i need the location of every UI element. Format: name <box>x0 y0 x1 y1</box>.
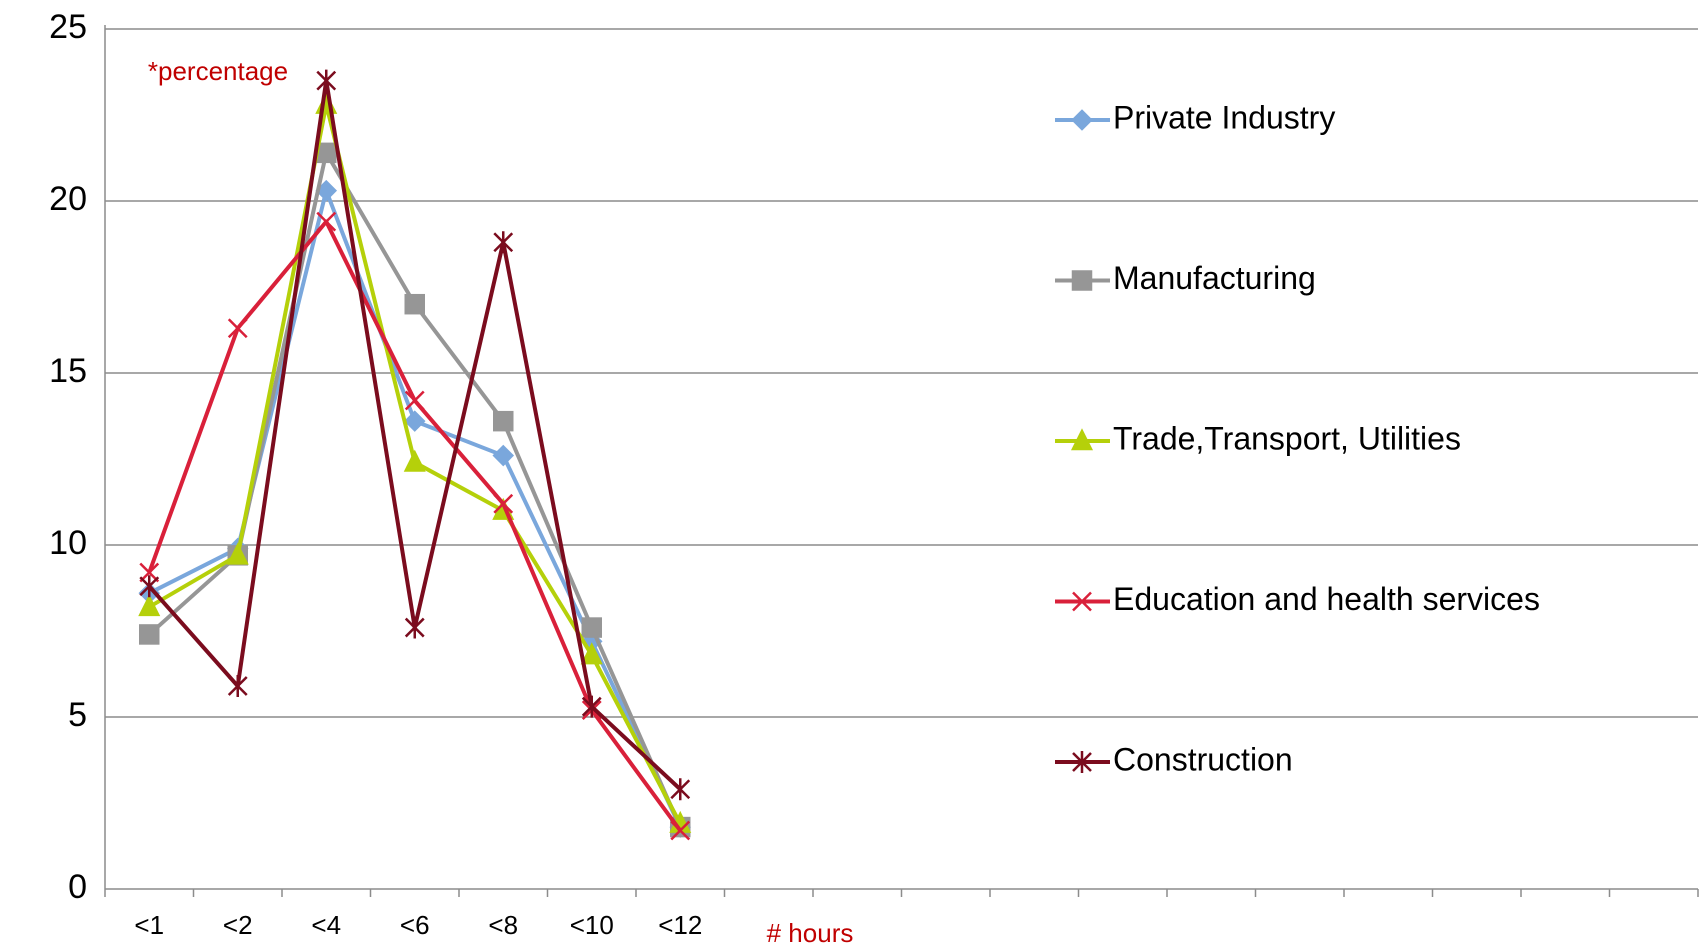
point <box>493 410 514 432</box>
point <box>580 642 603 665</box>
point <box>139 575 160 598</box>
x-axis-label: # hours <box>767 918 854 948</box>
legend-label: Private Industry <box>1113 99 1335 135</box>
point <box>403 410 426 432</box>
point <box>403 449 426 472</box>
legend-marker <box>1070 428 1094 451</box>
x-tick-label: <6 <box>400 910 430 940</box>
y-tick-label: 10 <box>49 524 87 562</box>
legend-marker <box>1071 109 1093 131</box>
point <box>581 695 602 718</box>
point <box>581 617 602 638</box>
legend-marker <box>1072 751 1092 773</box>
point <box>493 231 514 254</box>
series-line <box>148 188 683 828</box>
point <box>670 778 691 801</box>
point <box>492 444 515 467</box>
legend-marker <box>1071 270 1093 291</box>
x-tick-label: <4 <box>311 910 341 940</box>
legend-marker <box>1072 591 1092 612</box>
point <box>139 624 160 645</box>
series-line <box>147 150 683 828</box>
x-tick-label: <1 <box>134 910 164 940</box>
x-tick-label: <12 <box>658 910 702 940</box>
legend-label: Manufacturing <box>1113 260 1316 296</box>
point <box>493 493 514 514</box>
legend-label: Trade,Transport, Utilities <box>1113 420 1461 456</box>
y-tick-label: 5 <box>68 696 87 734</box>
y-tick-label: 15 <box>49 352 87 390</box>
legend-label: Education and health services <box>1113 581 1540 617</box>
point <box>404 616 425 639</box>
point <box>316 69 337 92</box>
point <box>138 594 161 617</box>
point <box>404 293 425 315</box>
series-line <box>147 78 682 791</box>
point <box>227 318 248 339</box>
point <box>670 820 691 841</box>
point <box>316 211 337 232</box>
x-tick-label: <10 <box>570 910 614 940</box>
annotation: *percentage <box>148 56 288 86</box>
point <box>404 390 425 411</box>
x-tick-label: <2 <box>223 910 253 940</box>
y-tick-label: 25 <box>49 8 87 46</box>
x-tick-label: <8 <box>488 910 518 940</box>
y-tick-label: 20 <box>49 180 87 218</box>
point <box>227 675 248 698</box>
y-tick-label: 0 <box>68 868 87 906</box>
point <box>226 542 249 565</box>
legend-label: Construction <box>1113 741 1293 777</box>
